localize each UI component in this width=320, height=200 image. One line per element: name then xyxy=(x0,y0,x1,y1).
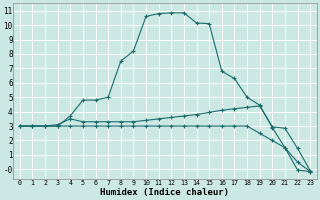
X-axis label: Humidex (Indice chaleur): Humidex (Indice chaleur) xyxy=(100,188,229,197)
